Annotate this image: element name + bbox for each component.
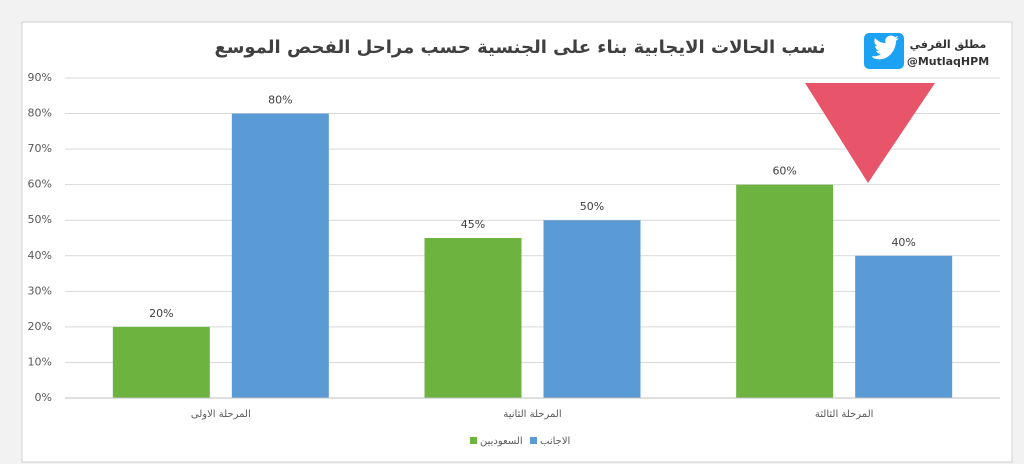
bar: [112, 326, 210, 398]
value-label: 80%: [268, 94, 292, 107]
value-label: 40%: [891, 236, 915, 249]
bar: [543, 220, 641, 398]
y-tick-label: 10%: [28, 355, 52, 368]
bar: [736, 184, 834, 398]
value-label: 45%: [461, 218, 485, 231]
bar: [231, 113, 329, 399]
y-tick-label: 30%: [28, 284, 52, 297]
y-tick-label: 80%: [28, 107, 52, 120]
legend-label: الاجانب: [540, 436, 570, 447]
x-tick-label: المرحلة الاولى: [191, 409, 251, 420]
y-tick-label: 0%: [35, 391, 52, 404]
y-tick-label: 20%: [28, 320, 52, 333]
twitter-bird: [872, 35, 899, 60]
account-name: مطلق القرفي: [910, 38, 987, 51]
chart-title: نسب الحالات الايجابية بناء على الجنسية ح…: [214, 37, 825, 58]
legend-swatch: [530, 437, 537, 444]
plot: 0% 10% 20% 30% 40% 50% 60% 70% 80% 90% المرحلة الا…: [28, 71, 1000, 447]
value-label: 50%: [580, 200, 604, 213]
annotation-arrow: [805, 83, 935, 183]
y-tick-label: 40%: [28, 249, 52, 262]
legend-swatch: [470, 437, 477, 444]
bar: [855, 255, 953, 398]
value-label: 60%: [772, 165, 796, 178]
y-tick-label: 70%: [28, 142, 52, 155]
legend-label: السعوديين: [480, 436, 523, 447]
account-handle: @MutlaqHPM: [907, 55, 989, 68]
y-tick-label: 50%: [28, 213, 52, 226]
x-tick-label: المرحلة الثانية: [503, 409, 561, 420]
value-label: 20%: [149, 307, 173, 320]
x-tick-label: المرحلة الثالثة: [815, 409, 873, 420]
y-tick-label: 90%: [28, 71, 52, 84]
bar: [424, 238, 522, 398]
y-tick-label: 60%: [28, 178, 52, 191]
